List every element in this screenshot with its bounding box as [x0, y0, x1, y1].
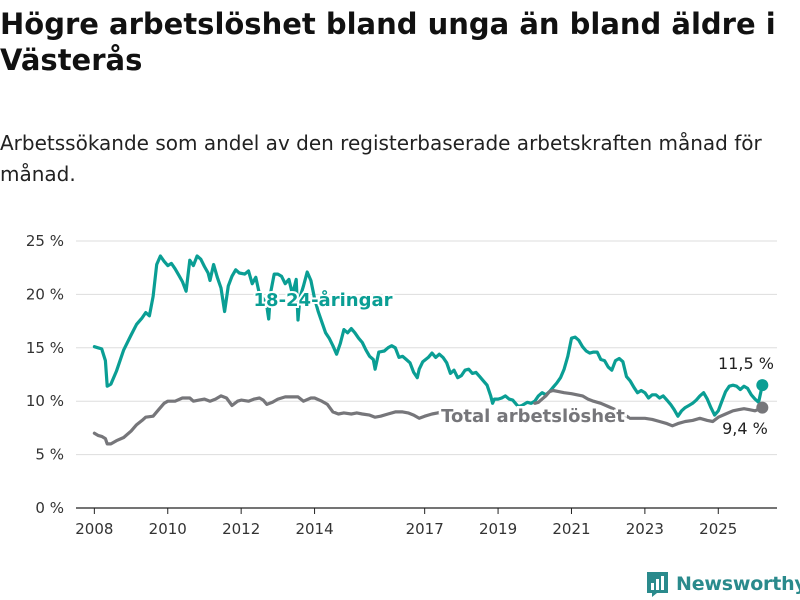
brand-name: Newsworthy [676, 573, 800, 595]
total-series-line-segment [628, 406, 764, 428]
total-end-point [756, 401, 769, 414]
grid-lines [76, 240, 777, 509]
x-tick-label: 2023 [626, 520, 664, 538]
series-labels: 18-24-åringar Total arbetslöshet 11,5 % 9,4… [252, 287, 774, 438]
youth-end-point [756, 379, 769, 392]
x-tick-label: 2019 [479, 520, 517, 538]
newsworthy-logo: Newsworthy [645, 569, 800, 599]
total-series-label: Total arbetslöshet [441, 406, 625, 427]
y-tick-label: 0 % [35, 499, 64, 517]
chart-subtitle: Arbetssökande som andel av den registerb… [0, 131, 762, 186]
x-tick-label: 2012 [222, 520, 260, 538]
youth-series-line [92, 254, 764, 418]
x-tick-label: 2010 [149, 520, 187, 538]
y-tick-label: 25 % [26, 232, 64, 250]
youth-end-label: 11,5 % [718, 354, 774, 373]
x-tick-label: 2008 [75, 520, 113, 538]
x-tick-label: 2021 [552, 520, 590, 538]
x-axis-ticks: 2008 2010 2012 2014 2017 2019 2021 2023 2025 [75, 508, 737, 538]
x-tick-label: 2014 [295, 520, 333, 538]
y-tick-label: 15 % [26, 339, 64, 357]
y-tick-label: 5 % [35, 446, 64, 464]
newsworthy-logo-icon [647, 572, 668, 597]
youth-series-label: 18-24-åringar [254, 289, 393, 311]
y-tick-label: 20 % [26, 285, 64, 303]
y-axis-ticks: 0 % 5 % 10 % 15 % 20 % 25 % [26, 232, 64, 517]
chart-title: Högre arbetslöshet bland unga än bland ä… [0, 7, 776, 77]
total-end-label: 9,4 % [722, 419, 768, 438]
y-tick-label: 10 % [26, 392, 64, 410]
x-tick-label: 2025 [699, 520, 737, 538]
series-lines [92, 254, 769, 446]
total-series-line-segment [533, 388, 630, 419]
total-series-line [92, 394, 443, 446]
x-tick-label: 2017 [406, 520, 444, 538]
